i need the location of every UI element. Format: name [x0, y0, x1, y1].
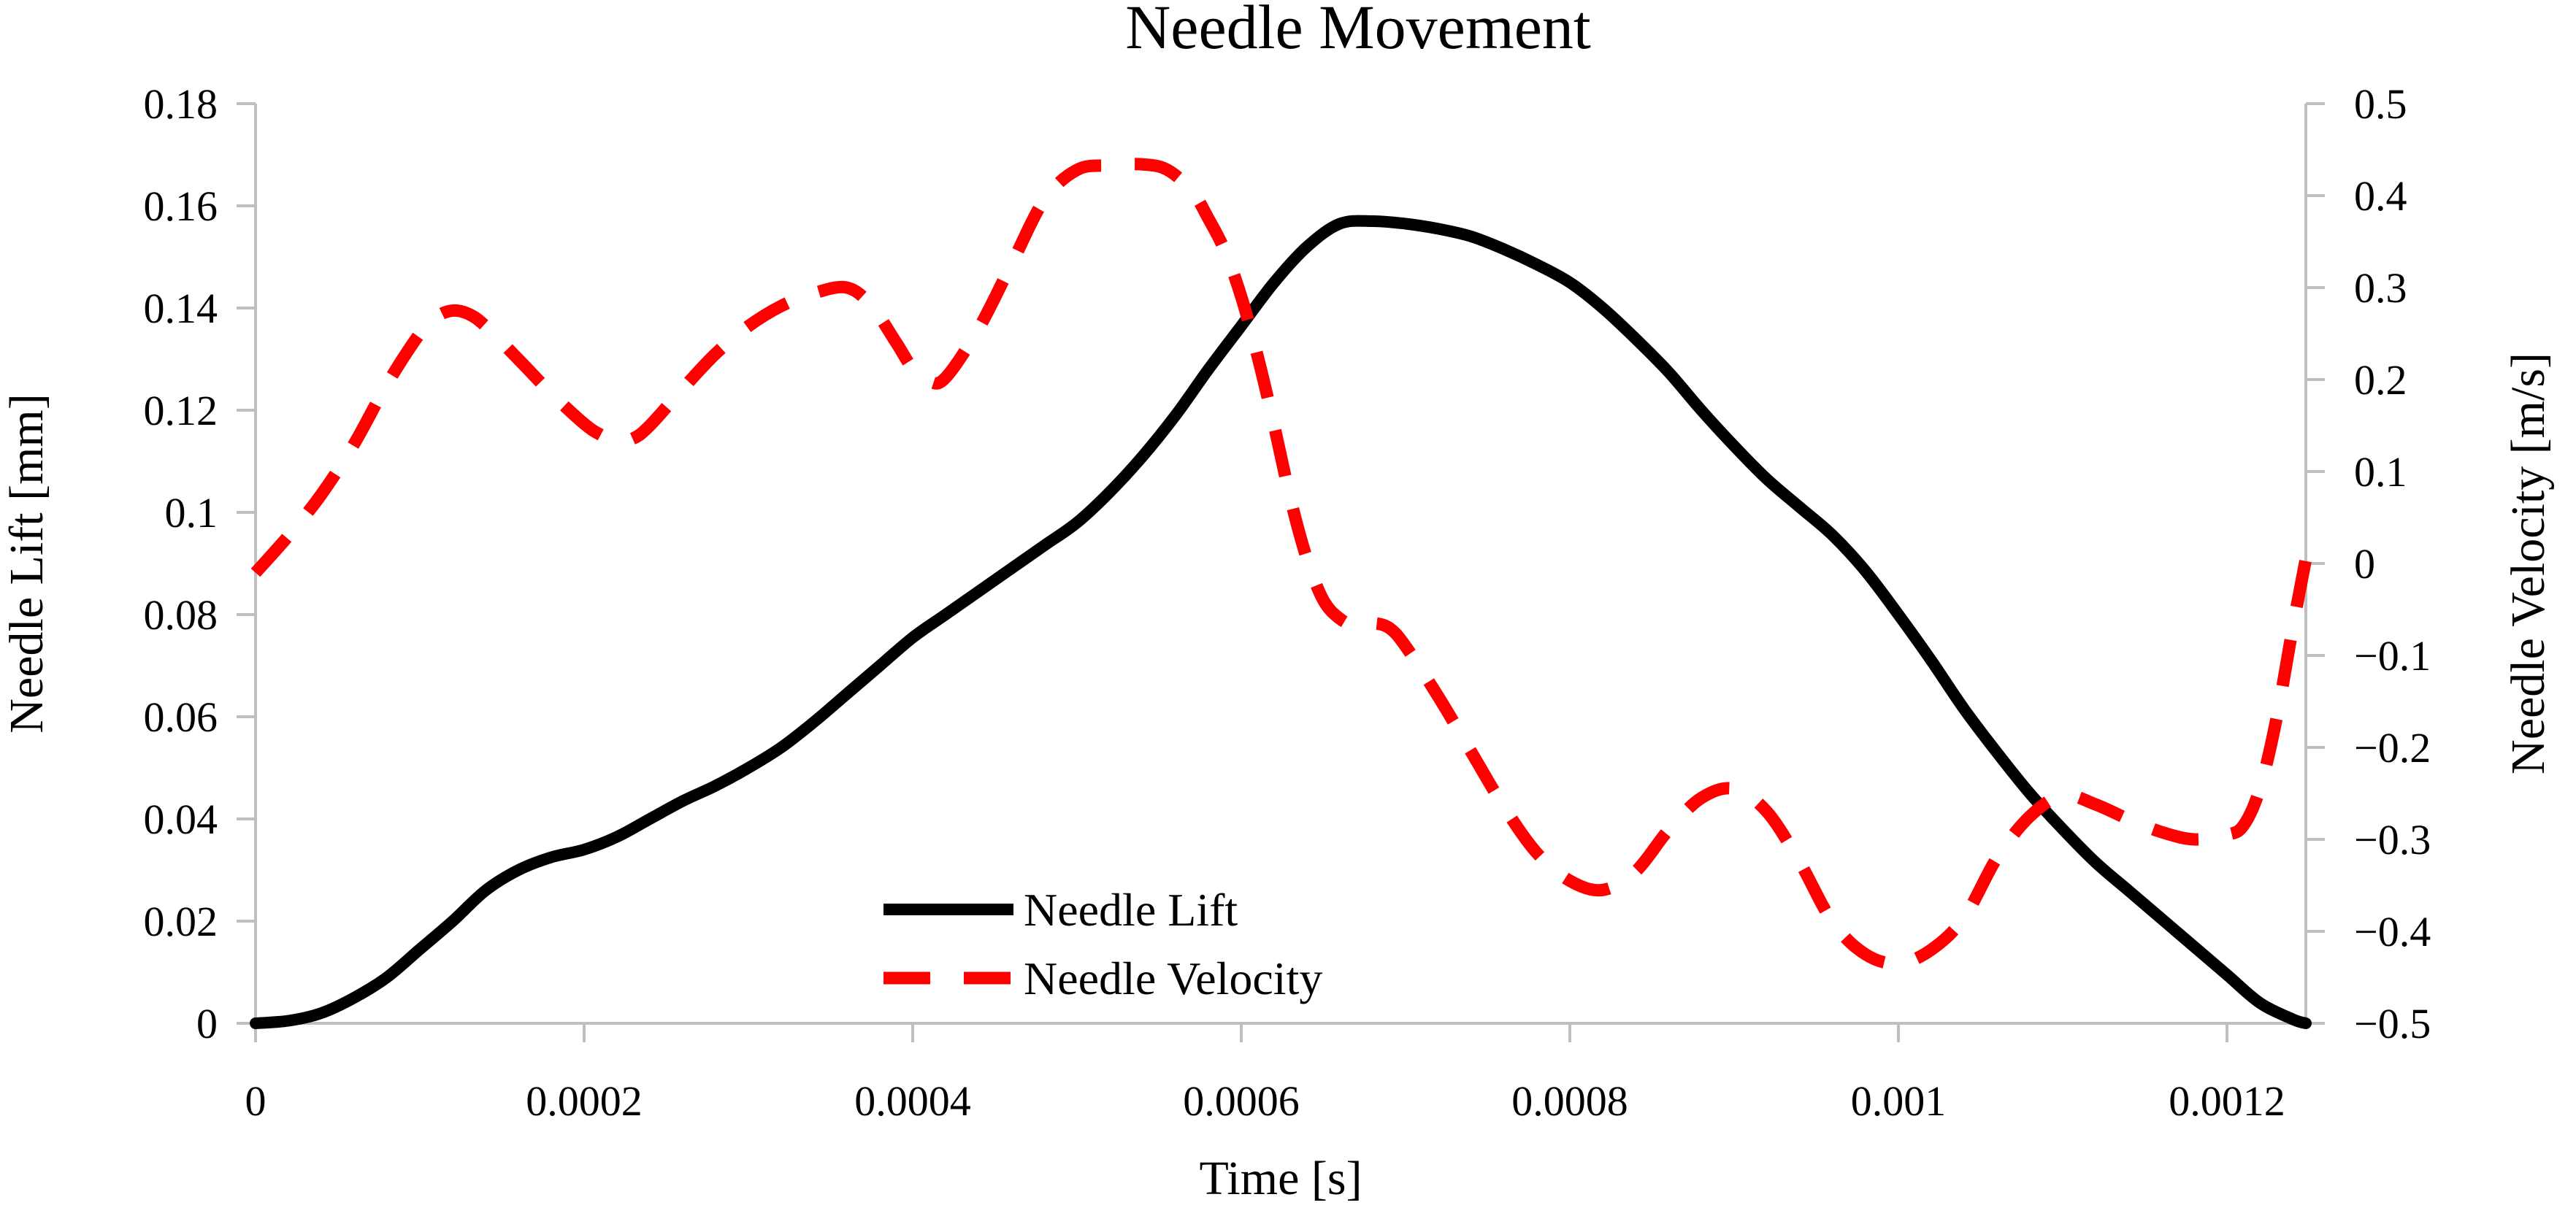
- x-tick-label: 0: [245, 1077, 267, 1125]
- y-left-tick-label: 0.06: [144, 693, 218, 741]
- needle-lift-line: [250, 215, 2312, 1029]
- y-right-tick-label: 0.5: [2354, 80, 2407, 128]
- y-left-tick-label: 0.18: [144, 80, 218, 128]
- axis-lines: [254, 104, 2307, 1025]
- x-tick-label: 0.0004: [854, 1077, 971, 1125]
- y-right-tick-label: 0.3: [2354, 264, 2407, 312]
- y-right-tick-label: −0.3: [2354, 816, 2431, 863]
- x-tick-label: 0.0012: [2169, 1077, 2285, 1125]
- y-left-tick-label: 0.08: [144, 591, 218, 639]
- y-left-tick-label: 0.16: [144, 182, 218, 230]
- x-axis-title: Time [s]: [1199, 1152, 1362, 1205]
- y-left-tick-label: 0.04: [144, 796, 218, 843]
- y-right-tick-label: −0.2: [2354, 724, 2431, 771]
- x-tick-label: 0.0002: [526, 1077, 643, 1125]
- y-left-tick-label: 0: [196, 1000, 218, 1047]
- x-tick-label: 0.001: [1851, 1077, 1947, 1125]
- y-left-tick-label: 0.02: [144, 898, 218, 945]
- y-right-tick-label: −0.5: [2354, 1000, 2431, 1047]
- y-left-axis-title: Needle Lift [mm]: [0, 393, 53, 733]
- y-right-tick-label: −0.1: [2354, 632, 2431, 680]
- legend-lift-label: Needle Lift: [1024, 884, 1238, 936]
- y-left-tick-label: 0.1: [165, 489, 218, 536]
- x-tick-label: 0.0008: [1511, 1077, 1628, 1125]
- y-right-tick-label: 0.2: [2354, 356, 2407, 404]
- y-right-tick-label: 0: [2354, 540, 2375, 588]
- y-left-tick-label: 0.14: [144, 285, 218, 332]
- chart-title: Needle Movement: [1125, 0, 1591, 62]
- tick-marks: [237, 102, 2325, 1042]
- x-tick-label: 0.0006: [1183, 1077, 1300, 1125]
- tick-labels: 0.18 0.16 0.14 0.12 0.1 0.08 0.06 0.04 0.02 0 0.5 0…: [144, 80, 2431, 1125]
- y-right-tick-label: −0.4: [2354, 908, 2431, 955]
- y-right-tick-label: 0.4: [2354, 172, 2407, 220]
- legend: Needle Lift Needle Velocity: [883, 884, 1322, 1004]
- legend-velocity-label: Needle Velocity: [1024, 953, 1322, 1004]
- y-right-tick-label: 0.1: [2354, 448, 2407, 496]
- y-left-tick-label: 0.12: [144, 387, 218, 434]
- y-right-axis-title: Needle Velocity [m/s]: [2502, 353, 2555, 774]
- needle-velocity-line: [250, 158, 2312, 970]
